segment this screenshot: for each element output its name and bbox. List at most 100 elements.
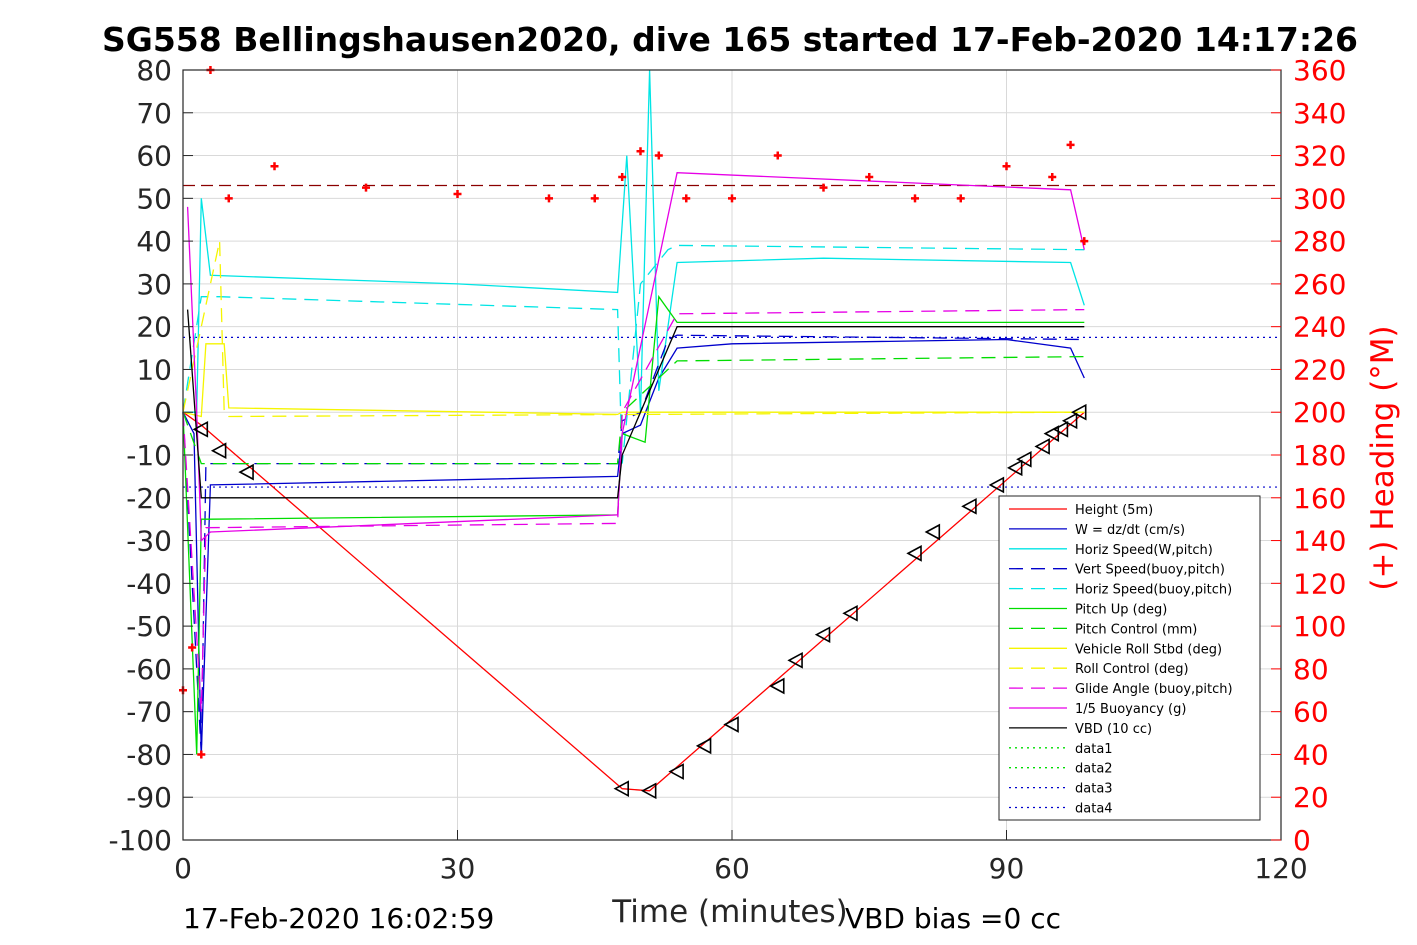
y-tick-label: 80 (136, 54, 172, 87)
vbd-marker (668, 763, 684, 780)
heading-point (654, 151, 663, 160)
series-line (182, 355, 1085, 465)
vbd-marker (988, 476, 1005, 494)
vbd-marker (1071, 403, 1087, 421)
y-tick-label: -20 (126, 482, 172, 515)
chart-title: SG558 Bellingshausen2020, dive 165 start… (102, 20, 1358, 59)
legend-label: Height (5m) (1075, 503, 1153, 518)
heading-point (911, 194, 919, 203)
y-tick-label: -90 (126, 781, 172, 814)
y2-tick-label: 140 (1293, 525, 1346, 558)
series-line (182, 343, 1085, 418)
heading-point (773, 151, 782, 160)
vbd-marker (1006, 459, 1023, 477)
y-tick-label: 30 (136, 268, 172, 301)
legend-label: Horiz Speed(buoy,pitch) (1075, 583, 1232, 598)
heading-point (188, 643, 197, 652)
y2-axis-label: (+) Heading (°M) (1365, 325, 1401, 590)
y2-tick-label: 160 (1293, 482, 1346, 515)
y2-tick-label: 0 (1293, 824, 1311, 857)
vbd-marker (1061, 412, 1078, 430)
y-tick-label: 60 (136, 140, 172, 173)
vbd-marker (613, 780, 629, 798)
heading-point (819, 183, 828, 192)
legend-label: Pitch Control (mm) (1075, 622, 1197, 637)
heading-point (956, 194, 965, 203)
legend-label: Horiz Speed(W,pitch) (1075, 543, 1213, 558)
vbd-marker (814, 626, 831, 644)
series-lines (182, 69, 1085, 792)
y2-tick-label: 280 (1293, 225, 1346, 258)
heading-point (682, 194, 691, 203)
vbd-marker (1034, 438, 1050, 455)
heading-point (1066, 140, 1075, 149)
legend-label: data1 (1075, 742, 1113, 757)
y-tick-label: -50 (126, 610, 172, 643)
series-line (182, 240, 1085, 418)
heading-point (453, 190, 462, 199)
series-line (186, 172, 1085, 543)
y2-tick-label: 360 (1293, 54, 1346, 87)
heading-point (270, 162, 279, 171)
y-tick-label: -60 (126, 653, 172, 686)
legend-label: 1/5 Buoyancy (g) (1075, 702, 1186, 717)
y2-tick-label: 240 (1293, 311, 1346, 344)
y-tick-label: -100 (108, 824, 172, 857)
y2-tick-label: 200 (1293, 396, 1346, 429)
heading-point (224, 194, 233, 203)
y2-tick-label: 80 (1293, 653, 1329, 686)
vbd-marker (961, 497, 977, 515)
y-tick-label: -30 (126, 525, 172, 558)
vbd-marker (787, 651, 803, 669)
y2-tick-label: 60 (1293, 696, 1329, 729)
footer-vbd-bias: VBD bias =0 cc (845, 902, 1061, 935)
heading-point (1080, 237, 1089, 246)
legend-label: Vehicle Roll Stbd (deg) (1075, 642, 1222, 657)
legend-label: VBD (10 cc) (1075, 722, 1152, 737)
series-line (182, 334, 1085, 755)
heading-point (636, 147, 645, 156)
vbd-marker (640, 782, 657, 800)
x-tick-label: 120 (1254, 852, 1307, 885)
y-tick-label: 40 (136, 225, 172, 258)
y-tick-label: 0 (154, 396, 172, 429)
y-tick-label: 20 (136, 311, 172, 344)
heading-point (545, 194, 553, 203)
series-line (186, 309, 1085, 499)
legend-label: Vert Speed(buoy,pitch) (1075, 563, 1225, 578)
vbd-marker (842, 604, 858, 622)
y2-tick-label: 180 (1293, 439, 1346, 472)
x-tick-label: 90 (989, 852, 1025, 885)
y2-tick-label: 220 (1293, 353, 1346, 386)
vbd-triangle-markers (192, 403, 1087, 800)
x-tick-label: 30 (440, 852, 476, 885)
y-tick-label: -80 (126, 738, 172, 771)
vbd-marker (924, 523, 941, 541)
vbd-marker (1052, 420, 1069, 438)
legend-label: data4 (1075, 802, 1113, 817)
y-tick-label: -40 (126, 567, 172, 600)
y-tick-label: 10 (136, 353, 172, 386)
y2-tick-label: 260 (1293, 268, 1346, 301)
y-tick-label: -10 (126, 439, 172, 472)
vbd-marker (192, 420, 209, 438)
legend-box (998, 495, 1261, 821)
vbd-marker (238, 463, 254, 481)
legend-label: data2 (1075, 762, 1113, 777)
heading-point (618, 172, 627, 181)
vbd-marker (723, 716, 739, 733)
heading-point (197, 750, 206, 759)
heading-point (1002, 162, 1011, 171)
vbd-marker (210, 442, 227, 460)
heading-point (728, 194, 736, 203)
legend-label: Pitch Up (deg) (1075, 603, 1167, 618)
y2-tick-label: 340 (1293, 97, 1346, 130)
y2-tick-label: 100 (1293, 610, 1346, 643)
series-line (182, 411, 1085, 792)
footer-timestamp: 17-Feb-2020 16:02:59 (183, 902, 494, 935)
heading-point (590, 194, 599, 203)
vbd-marker (1043, 425, 1060, 442)
axis-ticks: 0 30 60 90 12080706050403020100-10-20-30-40-… (108, 54, 1346, 885)
vbd-marker (769, 677, 785, 695)
